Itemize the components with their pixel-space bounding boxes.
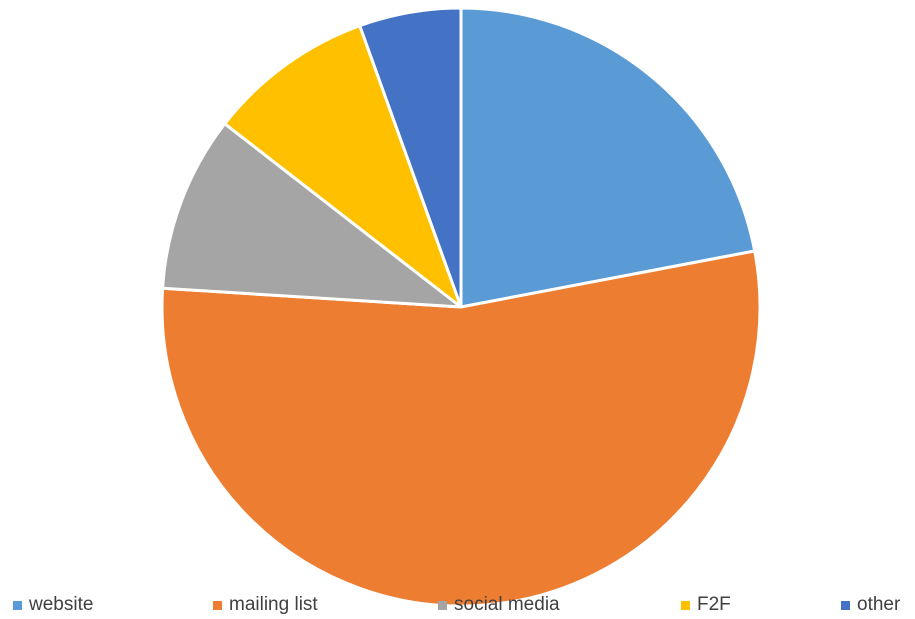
legend-label: mailing list <box>229 594 318 615</box>
legend: website mailing list social media F2F other <box>0 594 915 616</box>
legend-swatch <box>213 600 222 610</box>
legend-label: website <box>29 594 94 615</box>
pie-slice-f2f <box>223 24 463 309</box>
legend-swatch <box>841 600 850 610</box>
legend-swatch <box>13 600 22 610</box>
legend-item: website <box>13 594 93 616</box>
legend-item: F2F <box>681 594 731 616</box>
legend-label: other <box>857 594 901 615</box>
pie-slice-social-media <box>161 122 463 309</box>
legend-label: social media <box>454 594 560 615</box>
legend-item: other <box>841 594 900 616</box>
pie-slice-mailing-list <box>160 249 762 608</box>
legend-label: F2F <box>697 594 731 615</box>
pie-slice-other <box>358 6 463 309</box>
legend-swatch <box>681 600 690 610</box>
pie-slice-website <box>459 6 757 309</box>
pie-slices <box>160 6 762 608</box>
legend-item: mailing list <box>213 594 318 616</box>
legend-item: social media <box>438 594 560 616</box>
legend-swatch <box>438 600 447 610</box>
